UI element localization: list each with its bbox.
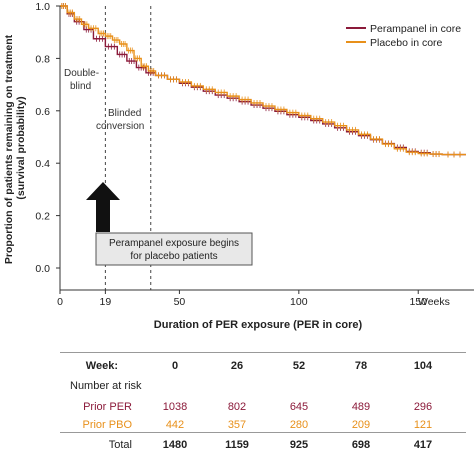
annotation: Perampanel exposure begins for placebo p…	[86, 182, 253, 266]
risk-value: 357	[227, 419, 247, 431]
annotation-text-line1: Perampanel exposure begins	[109, 238, 239, 249]
x-tick-label: 19	[100, 296, 112, 308]
phase-label-conversion: conversion	[96, 121, 144, 132]
up-arrow-icon	[86, 182, 120, 232]
y-tick-label: 0.0	[35, 263, 50, 275]
x-tick-label: 150	[409, 296, 427, 308]
risk-value: 489	[351, 401, 371, 413]
x-tick-label: 100	[290, 296, 308, 308]
y-tick-label: 0.8	[35, 53, 50, 65]
y-tick-label: 0.6	[35, 106, 50, 118]
risk-table-total-rule	[60, 432, 466, 433]
y-tick-label: 0.2	[35, 211, 50, 223]
risk-value: 417	[413, 439, 433, 451]
annotation-text-line2: for placebo patients	[130, 251, 217, 262]
y-axis-label: Proportion of patients remaining on trea…	[3, 32, 27, 264]
risk-row-label: Total	[108, 439, 132, 451]
y-tick-label: 0.4	[35, 158, 50, 170]
risk-value: 209	[351, 419, 371, 431]
annotation-box	[95, 232, 253, 266]
risk-value: 296	[413, 401, 433, 413]
risk-value: 280	[289, 419, 309, 431]
risk-value: 1038	[162, 401, 188, 413]
legend-label-placebo: Placebo in core	[370, 37, 443, 49]
risk-value: 645	[289, 401, 309, 413]
phase-label-double: Double-	[64, 68, 99, 79]
week-header-cell: 52	[292, 360, 306, 372]
risk-value: 802	[227, 401, 247, 413]
legend-label-perampanel: Perampanel in core	[370, 23, 461, 35]
week-header-cell: 78	[354, 360, 368, 372]
risk-value: 925	[289, 439, 309, 451]
x-tick-label: 0	[57, 296, 63, 308]
y-tick-label: 1.0	[35, 1, 50, 13]
risk-table-top-rule	[60, 352, 466, 353]
x-tick-label: 50	[174, 296, 186, 308]
phase-label-blinded: Blinded	[108, 108, 141, 119]
axes	[59, 6, 474, 291]
x-axis-label: Duration of PER exposure (PER in core)	[154, 319, 363, 331]
risk-value: 442	[165, 419, 185, 431]
risk-value: 698	[351, 439, 371, 451]
risk-value: 1480	[162, 439, 188, 451]
week-header-cell: 26	[230, 360, 244, 372]
week-header-cell: 0	[171, 360, 179, 372]
risk-row-label: Prior PBO	[82, 419, 132, 431]
week-header-label: Week:	[85, 360, 118, 372]
number-at-risk-label: Number at risk	[70, 380, 142, 392]
risk-value: 121	[413, 419, 433, 431]
risk-value: 1159	[225, 439, 249, 451]
legend: Perampanel in core Placebo in core	[346, 23, 461, 49]
x-unit-label: Weeks	[418, 296, 450, 308]
risk-row-label: Prior PER	[83, 401, 132, 413]
phase-labels: Double- blind Blinded conversion	[64, 68, 144, 132]
week-header-cell: 104	[413, 360, 433, 372]
phase-label-blind: blind	[70, 81, 91, 92]
survival-curves	[60, 3, 466, 158]
